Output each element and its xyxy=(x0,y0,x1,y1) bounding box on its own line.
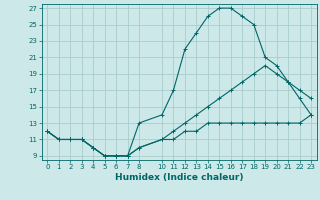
X-axis label: Humidex (Indice chaleur): Humidex (Indice chaleur) xyxy=(115,173,244,182)
